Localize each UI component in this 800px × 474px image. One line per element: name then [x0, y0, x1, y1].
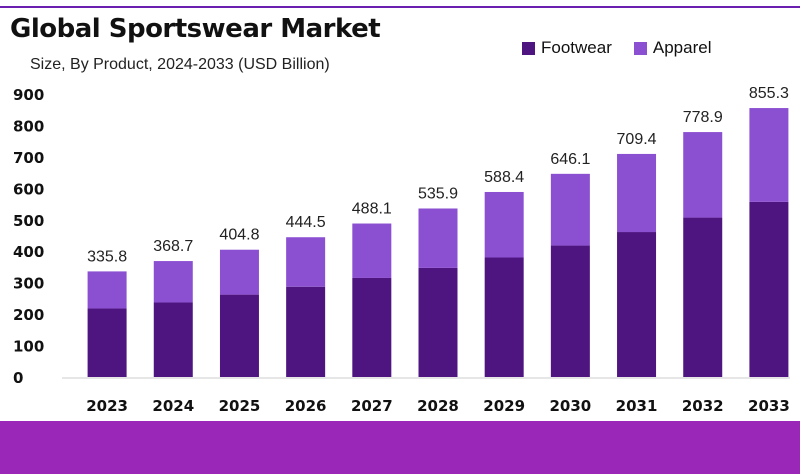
x-tick-label: 2033: [748, 397, 790, 415]
x-tick-label: 2030: [549, 397, 591, 415]
x-tick-label: 2029: [483, 397, 525, 415]
bar-footwear: [87, 308, 127, 377]
x-tick-label: 2023: [86, 397, 128, 415]
bar-apparel: [286, 237, 326, 287]
bar-footwear: [617, 232, 657, 377]
bar-apparel: [550, 173, 590, 246]
legend: Footwear Apparel: [522, 38, 711, 58]
stacked-bar-chart: 0 100 200 300 400 500 600 700 800 900 335.8 2023 368…: [13, 85, 790, 415]
bar-footwear: [352, 277, 392, 377]
y-tick-label: 600: [13, 180, 44, 198]
x-tick-label: 2024: [152, 397, 194, 415]
bar-footwear: [550, 245, 590, 377]
legend-item-footwear: Footwear: [522, 38, 612, 58]
bar-apparel: [87, 271, 127, 309]
x-tick-label: 2032: [682, 397, 724, 415]
footer-band: [0, 421, 800, 474]
x-tick-label: 2031: [616, 397, 658, 415]
bar-footwear: [153, 302, 193, 377]
bar-apparel: [484, 191, 524, 258]
legend-label-footwear: Footwear: [541, 38, 612, 57]
top-accent-rule: [0, 6, 800, 8]
x-tick-label: 2027: [351, 397, 393, 415]
bar-apparel: [683, 132, 723, 218]
y-tick-label: 800: [13, 117, 44, 135]
y-tick-label: 500: [13, 212, 44, 230]
y-tick-label: 400: [13, 243, 44, 261]
x-tick-label: 2026: [285, 397, 327, 415]
y-tick-label: 200: [13, 306, 44, 324]
bar-apparel: [352, 223, 392, 278]
total-value-label: 335.8: [87, 248, 127, 265]
total-value-label: 709.4: [617, 131, 657, 148]
chart-subtitle: Size, By Product, 2024-2033 (USD Billion…: [30, 56, 330, 73]
total-value-label: 855.3: [749, 85, 789, 102]
x-tick-label: 2025: [219, 397, 261, 415]
y-tick-label: 100: [13, 338, 44, 356]
total-value-label: 404.8: [219, 227, 259, 244]
bar-footwear: [683, 217, 723, 377]
bar-footwear: [418, 267, 458, 377]
total-value-label: 588.4: [484, 169, 524, 186]
bar-apparel: [749, 108, 789, 202]
legend-label-apparel: Apparel: [652, 38, 712, 57]
legend-swatch-footwear: [522, 41, 535, 55]
x-tick-label: 2028: [417, 397, 459, 415]
total-value-label: 535.9: [418, 185, 458, 202]
bar-footwear: [286, 286, 326, 377]
chart-title: Global Sportswear Market: [10, 14, 381, 44]
total-value-label: 488.1: [352, 201, 392, 218]
y-tick-label: 900: [13, 86, 44, 104]
y-tick-label: 700: [13, 149, 44, 167]
bar-apparel: [418, 208, 458, 268]
total-value-label: 444.5: [286, 214, 326, 231]
bar-footwear: [484, 257, 524, 377]
y-tick-label: 0: [13, 369, 23, 387]
bar-apparel: [617, 153, 657, 233]
bar-footwear: [219, 294, 259, 377]
legend-item-apparel: Apparel: [633, 38, 712, 58]
y-tick-label: 300: [13, 275, 44, 293]
bar-apparel: [153, 261, 193, 303]
bar-footwear: [749, 201, 789, 377]
legend-swatch-apparel: [633, 41, 647, 55]
bar-apparel: [219, 249, 259, 295]
total-value-label: 646.1: [550, 151, 590, 168]
total-value-label: 368.7: [153, 238, 193, 255]
total-value-label: 778.9: [683, 109, 723, 126]
